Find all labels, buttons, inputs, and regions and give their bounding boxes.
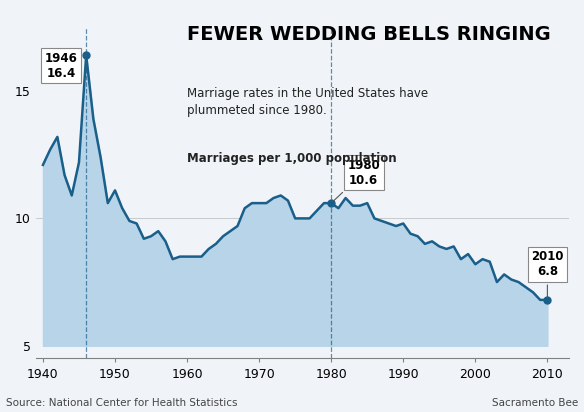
Text: Source: National Center for Health Statistics: Source: National Center for Health Stati… — [6, 398, 237, 408]
Text: FEWER WEDDING BELLS RINGING: FEWER WEDDING BELLS RINGING — [187, 25, 551, 44]
Text: Marriage rates in the United States have
plummeted since 1980.: Marriage rates in the United States have… — [187, 87, 428, 117]
Text: 1946
16.4: 1946 16.4 — [44, 52, 86, 80]
Text: Sacramento Bee: Sacramento Bee — [492, 398, 578, 408]
Text: 1980
10.6: 1980 10.6 — [333, 159, 380, 201]
Text: Marriages per 1,000 population: Marriages per 1,000 population — [187, 152, 397, 166]
Text: 2010
6.8: 2010 6.8 — [531, 250, 564, 297]
